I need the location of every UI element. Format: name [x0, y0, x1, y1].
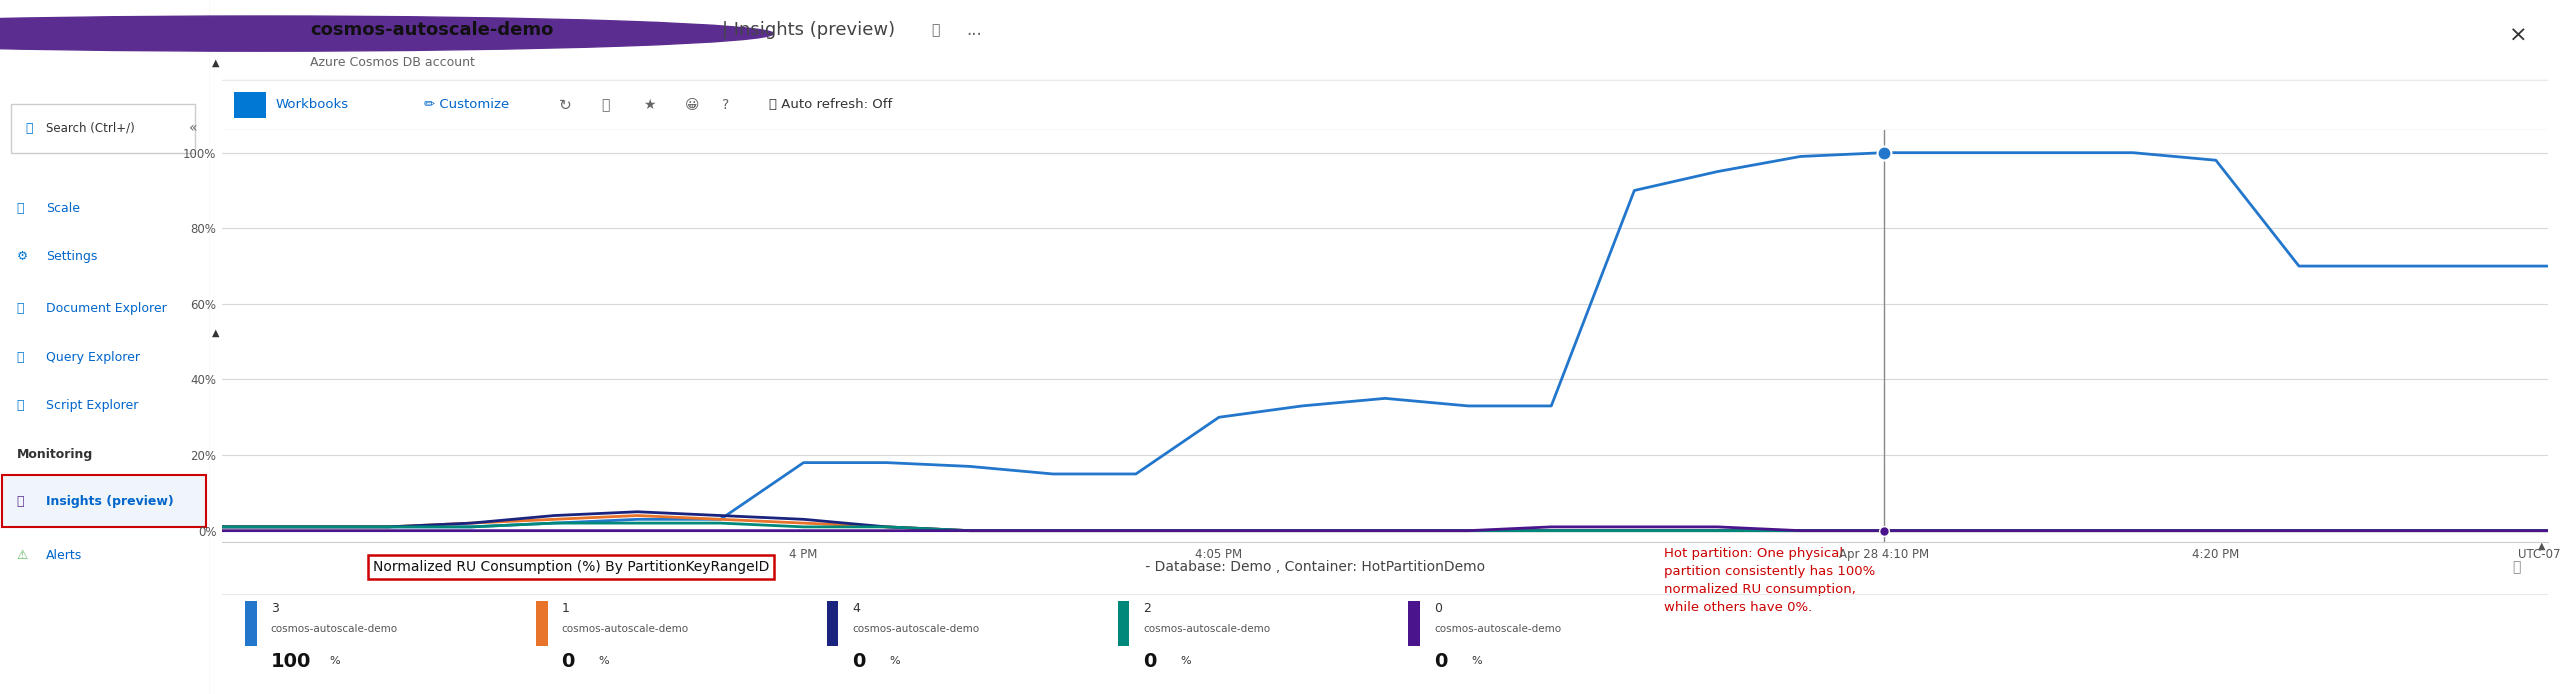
Text: Workbooks: Workbooks [277, 99, 348, 112]
Text: Search (Ctrl+/): Search (Ctrl+/) [46, 122, 136, 135]
Text: Insights (preview): Insights (preview) [46, 495, 174, 507]
Text: Monitoring: Monitoring [18, 448, 92, 461]
Text: cosmos-autoscale-demo: cosmos-autoscale-demo [1142, 624, 1270, 634]
Text: ✏ Customize: ✏ Customize [425, 99, 510, 112]
Bar [535, 601, 548, 646]
Text: 0: 0 [1434, 602, 1442, 615]
Text: 2: 2 [1142, 602, 1150, 615]
Text: cosmos-autoscale-demo: cosmos-autoscale-demo [271, 624, 397, 634]
Bar [827, 601, 837, 646]
Bar [233, 92, 266, 117]
Text: cosmos-autoscale-demo: cosmos-autoscale-demo [1434, 624, 1562, 634]
Text: cosmos-autoscale-demo: cosmos-autoscale-demo [561, 624, 689, 634]
Text: %: % [1181, 656, 1191, 666]
Text: cosmos-autoscale-demo: cosmos-autoscale-demo [310, 22, 553, 40]
Text: ...: ... [965, 22, 981, 40]
Text: Document Explorer: Document Explorer [46, 303, 166, 315]
Text: Normalized RU Consumption (%) By PartitionKeyRangeID: Normalized RU Consumption (%) By Partiti… [374, 560, 768, 574]
Bar [1409, 601, 1419, 646]
Text: Query Explorer: Query Explorer [46, 351, 141, 364]
Text: %: % [599, 656, 610, 666]
Text: 100: 100 [271, 652, 312, 671]
Text: 🔔: 🔔 [602, 98, 610, 112]
Text: ⚠: ⚠ [18, 549, 28, 561]
Text: 0: 0 [1434, 652, 1447, 671]
Text: 0: 0 [561, 652, 576, 671]
Text: 1: 1 [561, 602, 569, 615]
Bar [0, 0, 210, 83]
Bar [1117, 601, 1129, 646]
Text: Hot partition: One physical
partition consistently has 100%
normalized RU consum: Hot partition: One physical partition co… [1665, 547, 1875, 614]
FancyBboxPatch shape [3, 475, 205, 527]
Text: %: % [328, 656, 341, 666]
Text: Alerts: Alerts [46, 549, 82, 561]
Text: Script Explorer: Script Explorer [46, 400, 138, 412]
Text: 🔄 Auto refresh: Off: 🔄 Auto refresh: Off [768, 99, 891, 112]
Text: ×: × [2510, 26, 2528, 46]
Text: 3: 3 [271, 602, 279, 615]
Text: ⚙: ⚙ [18, 251, 28, 263]
Text: Azure Cosmos DB account: Azure Cosmos DB account [310, 56, 476, 69]
Bar [246, 601, 256, 646]
Text: 4: 4 [853, 602, 860, 615]
Text: 📈: 📈 [18, 202, 23, 214]
Text: 🔍: 🔍 [18, 303, 23, 315]
Text: | Insights (preview): | Insights (preview) [722, 22, 896, 40]
Text: ⌕: ⌕ [26, 122, 33, 135]
Text: %: % [1470, 656, 1483, 666]
Text: Scale: Scale [46, 202, 79, 214]
Text: - Database: Demo , Container: HotPartitionDemo: - Database: Demo , Container: HotPartiti… [1140, 560, 1485, 574]
Text: 💡: 💡 [18, 495, 23, 507]
Text: 🔍: 🔍 [18, 351, 23, 364]
Text: 0: 0 [853, 652, 866, 671]
Text: 😀: 😀 [684, 98, 699, 112]
Text: cosmos-autoscale-demo: cosmos-autoscale-demo [853, 624, 978, 634]
Text: «: « [190, 121, 197, 135]
Text: %: % [889, 656, 901, 666]
Text: 📌: 📌 [2512, 560, 2520, 574]
Text: 📌: 📌 [932, 24, 940, 37]
Text: ▲: ▲ [102, 17, 108, 25]
FancyBboxPatch shape [10, 104, 195, 153]
Text: ▲: ▲ [2538, 541, 2546, 551]
Text: ?: ? [722, 98, 730, 112]
Text: 0: 0 [1142, 652, 1158, 671]
Text: Settings: Settings [46, 251, 97, 263]
Text: 📜: 📜 [18, 400, 23, 412]
Text: ↻: ↻ [558, 97, 571, 112]
Text: ▲: ▲ [213, 58, 220, 67]
Text: ★: ★ [643, 98, 656, 112]
Circle shape [0, 16, 773, 51]
Text: ▲: ▲ [213, 328, 220, 338]
